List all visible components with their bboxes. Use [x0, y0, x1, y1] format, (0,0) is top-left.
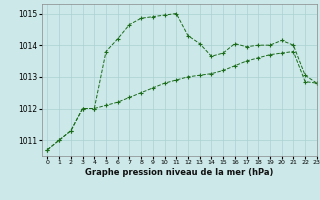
X-axis label: Graphe pression niveau de la mer (hPa): Graphe pression niveau de la mer (hPa)	[85, 168, 273, 177]
